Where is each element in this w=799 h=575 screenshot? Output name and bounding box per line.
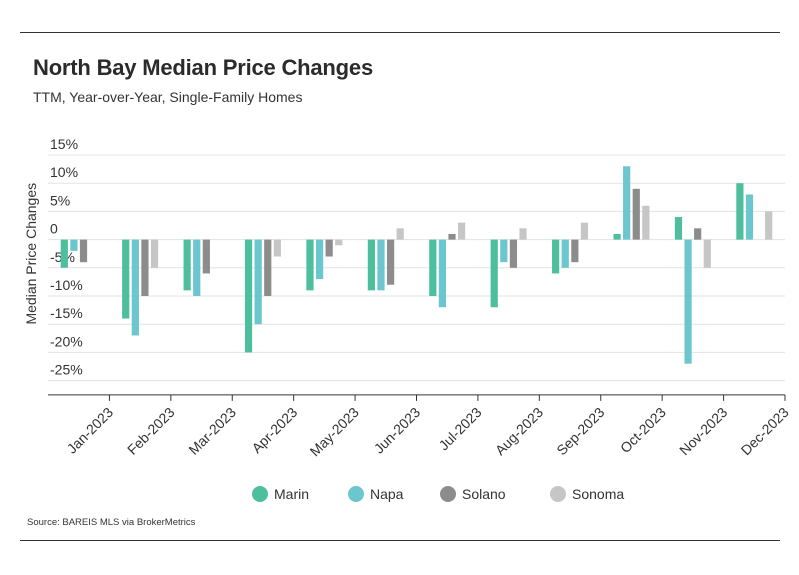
legend-swatch-marin: [252, 486, 268, 502]
bar-marin-mar-2023: [183, 239, 191, 291]
y-axis-title: Median Price Changes: [23, 183, 39, 325]
y-tick-label: 5%: [50, 192, 70, 208]
legend-label-sonoma: Sonoma: [572, 486, 624, 502]
x-tick-label: Sep-2023: [553, 404, 607, 458]
bar-marin-nov-2023: [674, 217, 683, 240]
x-tick-label: Aug-2023: [492, 404, 546, 458]
legend-label-napa: Napa: [370, 486, 404, 502]
bar-sonoma-aug-2023: [519, 228, 527, 240]
top-rule: [20, 32, 780, 33]
source-note: Source: BAREIS MLS via BrokerMetrics: [27, 517, 196, 528]
legend-label-marin: Marin: [274, 486, 309, 502]
bar-sonoma-jun-2023: [396, 228, 404, 240]
bar-marin-apr-2023: [244, 239, 253, 353]
bar-napa-nov-2023: [684, 239, 692, 364]
bars: [60, 166, 773, 364]
bar-napa-aug-2023: [500, 239, 508, 263]
x-tick-label: Feb-2023: [124, 404, 178, 458]
legend-swatch-sonoma: [550, 486, 566, 502]
bar-sonoma-dec-2023: [765, 211, 773, 240]
x-tick-label: Mar-2023: [185, 404, 239, 458]
bar-napa-mar-2023: [193, 239, 201, 296]
bar-napa-sep-2023: [561, 239, 569, 268]
x-tick-label: May-2023: [307, 404, 362, 459]
bar-napa-may-2023: [315, 239, 324, 280]
y-tick-label: 15%: [50, 136, 78, 152]
x-tick-label: Oct-2023: [617, 404, 669, 456]
bar-marin-feb-2023: [122, 239, 130, 319]
bar-sonoma-oct-2023: [642, 205, 650, 240]
bar-solano-jan-2023: [79, 239, 88, 263]
bottom-rule: [20, 540, 780, 541]
bar-marin-aug-2023: [490, 239, 498, 308]
legend-swatch-solano: [440, 486, 456, 502]
legend-swatch-napa: [348, 486, 364, 502]
bar-napa-feb-2023: [131, 239, 139, 336]
x-tick-label: Jun-2023: [371, 404, 424, 457]
x-tick-label: Jul-2023: [435, 404, 484, 453]
bar-solano-apr-2023: [264, 239, 272, 296]
y-tick-label: -20%: [50, 333, 83, 349]
bar-marin-oct-2023: [613, 233, 621, 240]
bar-solano-feb-2023: [141, 239, 149, 296]
bar-sonoma-nov-2023: [703, 239, 711, 268]
bar-sonoma-sep-2023: [580, 222, 589, 240]
grid-lines: [48, 154, 785, 382]
bar-marin-may-2023: [306, 239, 314, 291]
bar-marin-jan-2023: [60, 239, 68, 268]
chart-subtitle: TTM, Year-over-Year, Single-Family Homes: [33, 89, 303, 105]
bar-sonoma-jul-2023: [458, 222, 466, 240]
chart-title: North Bay Median Price Changes: [33, 55, 373, 80]
x-tick-label: Jan-2023: [64, 404, 117, 457]
y-tick-label: -25%: [50, 362, 83, 378]
bar-solano-jul-2023: [448, 233, 456, 240]
bar-marin-dec-2023: [736, 183, 744, 240]
x-tick-label: Nov-2023: [676, 404, 730, 458]
x-tick-label: Apr-2023: [248, 404, 300, 456]
bar-solano-jun-2023: [386, 239, 395, 285]
y-tick-label: -10%: [50, 277, 83, 293]
y-tick-label: 10%: [50, 164, 78, 180]
legend-label-solano: Solano: [462, 486, 506, 502]
bar-sonoma-feb-2023: [150, 239, 159, 268]
bar-marin-sep-2023: [552, 239, 560, 274]
bar-sonoma-may-2023: [335, 239, 343, 246]
bar-solano-may-2023: [325, 239, 333, 257]
legend: Marin Napa Solano Sonoma: [252, 486, 624, 502]
y-axis: 15%10%5%0-5%-10%-15%-20%-25%Median Price…: [23, 136, 83, 378]
bar-solano-aug-2023: [509, 239, 518, 268]
bar-marin-jun-2023: [367, 239, 375, 291]
x-axis: Jan-2023 Feb-2023 Mar-2023 Apr-2023 May-2023…: [48, 394, 792, 459]
bar-napa-jun-2023: [377, 239, 385, 291]
bar-napa-dec-2023: [745, 194, 754, 240]
bar-solano-sep-2023: [571, 239, 579, 263]
bar-napa-oct-2023: [623, 166, 631, 240]
bar-sonoma-apr-2023: [273, 239, 281, 257]
x-tick-label: Dec-2023: [738, 404, 792, 458]
bar-napa-jul-2023: [438, 239, 447, 308]
bar-solano-oct-2023: [632, 188, 640, 240]
y-tick-label: -15%: [50, 305, 83, 321]
bar-solano-nov-2023: [694, 228, 702, 240]
bar-marin-jul-2023: [429, 239, 437, 296]
y-tick-label: 0: [50, 221, 58, 237]
bar-napa-jan-2023: [70, 239, 78, 251]
bar-napa-apr-2023: [254, 239, 262, 325]
bar-solano-mar-2023: [202, 239, 210, 274]
